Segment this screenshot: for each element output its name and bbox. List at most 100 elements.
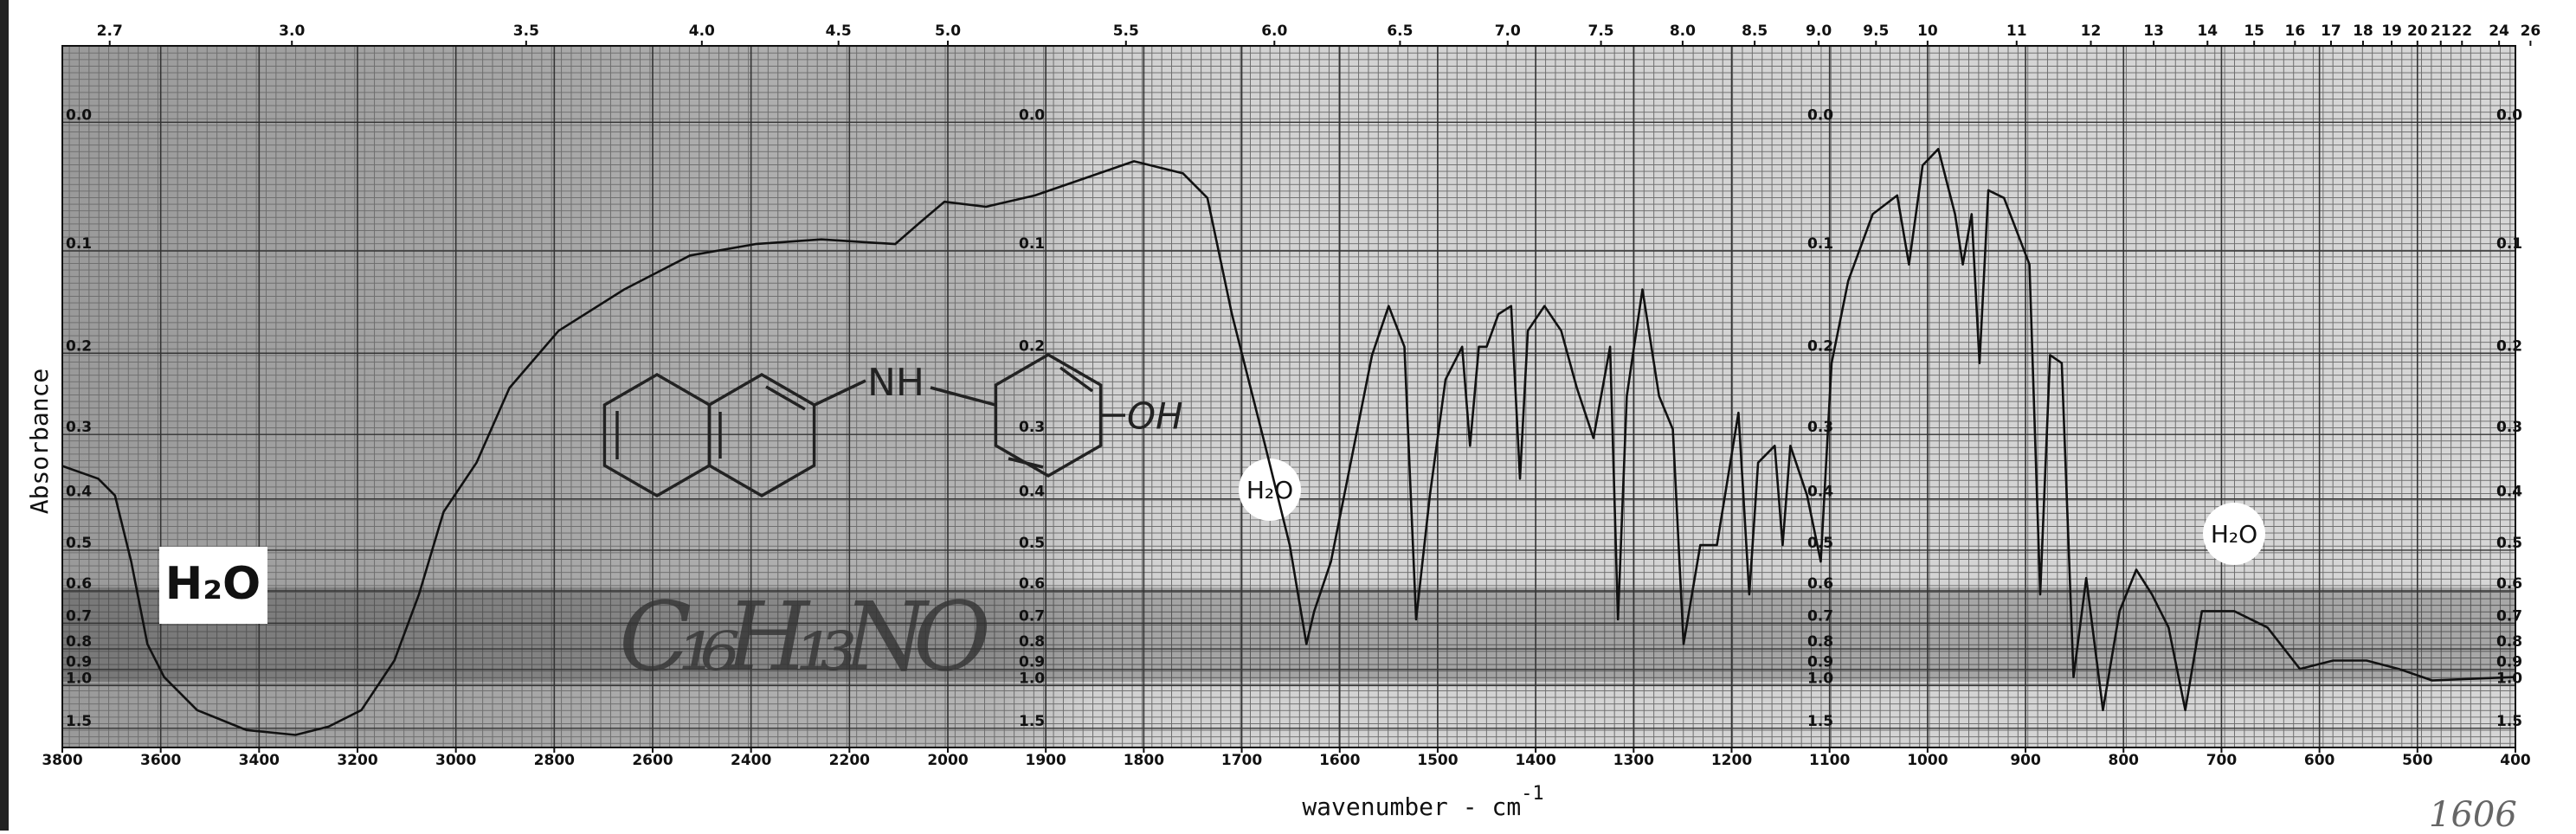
y-tick-label: 0.7 (2496, 607, 2522, 625)
y-tick-label: 0.2 (1807, 337, 1833, 355)
x2-tick-label: 12 (2081, 22, 2102, 40)
spectrum-line (61, 147, 2516, 736)
annotation: NH (867, 361, 924, 405)
x2-tick-label: 2.7 (97, 22, 123, 40)
x-tick-label: 1300 (1613, 752, 1654, 769)
y-tick-label: 0.1 (1807, 235, 1833, 253)
x-tick-label: 700 (2206, 752, 2238, 769)
y-tick-label: 0.0 (66, 106, 92, 124)
x2-tick-label: 8.5 (1742, 22, 1768, 40)
y-tick-label: 0.1 (66, 235, 92, 253)
y-tick-label: 0.3 (1019, 419, 1045, 436)
y-tick-label: 1.5 (1807, 713, 1833, 730)
y-tick-label: 0.4 (66, 484, 92, 501)
y-tick-label: 0.6 (2496, 575, 2522, 593)
x-tick-label: 1900 (1026, 752, 1066, 769)
molecule (602, 352, 1125, 498)
x2-tick-label: 5.5 (1113, 22, 1139, 40)
y-tick-label: 0.4 (1807, 484, 1833, 501)
x2-tick-label: 4.0 (689, 22, 715, 40)
x-tick-label: 1700 (1221, 752, 1262, 769)
y-tick-label: 0.4 (2496, 484, 2522, 501)
annotation: H₂O (2211, 520, 2257, 549)
annotation: H₂O (1246, 476, 1293, 504)
x-tick-label: 1800 (1124, 752, 1164, 769)
x-tick-label: 3400 (239, 752, 280, 769)
y-tick-label: 0.3 (66, 419, 92, 436)
y-tick-label: 0.4 (1019, 484, 1045, 501)
y-tick-label: 0.5 (1019, 535, 1045, 552)
x-tick-label: 1600 (1319, 752, 1360, 769)
x2-tick-label: 4.5 (826, 22, 852, 40)
x2-tick-label: 18 (2353, 22, 2373, 40)
y-tick-label: 0.1 (2496, 235, 2522, 253)
y-tick-label: 1.0 (2496, 670, 2522, 687)
x2-tick-label: 8.0 (1670, 22, 1696, 40)
fine-grid-horizontal (62, 46, 2515, 747)
x-tick-label: 3200 (337, 752, 377, 769)
y-tick-label: 0.7 (66, 607, 92, 625)
x-tick-label: 1200 (1711, 752, 1752, 769)
x2-tick-label: 17 (2321, 22, 2341, 40)
x2-tick-label: 5.0 (935, 22, 961, 40)
handwritten-note: 1606 (2429, 795, 2517, 831)
y-tick-label: 0.2 (66, 337, 92, 355)
y-tick-label: 0.8 (1019, 633, 1045, 651)
x-tick-label: 900 (2010, 752, 2041, 769)
x2-tick-label: 9.5 (1863, 22, 1889, 40)
bond (1059, 366, 1094, 393)
x2-tick-label: 16 (2284, 22, 2305, 40)
x2-tick-label: 22 (2451, 22, 2472, 40)
y-tick-label: 1.0 (1019, 670, 1045, 687)
x-tick-label: 500 (2402, 752, 2433, 769)
plot-frame (61, 45, 2516, 748)
bond (1008, 457, 1044, 469)
x-tick-label: 3600 (140, 752, 181, 769)
x2-tick-label: 21 (2431, 22, 2451, 40)
y-tick-label: 0.1 (1019, 235, 1045, 253)
x-tick-label: 1100 (1809, 752, 1850, 769)
x-tick-label: 800 (2109, 752, 2140, 769)
x2-tick-label: 19 (2381, 22, 2402, 40)
x2-tick-label: 7.5 (1588, 22, 1614, 40)
x-axis-label-superscript: -1 (1521, 783, 1544, 805)
y-tick-label: 0.7 (1807, 607, 1833, 625)
x2-tick-label: 6.0 (1261, 22, 1287, 40)
y-tick-label: 0.2 (1019, 337, 1045, 355)
y-tick-label: 0.9 (1807, 654, 1833, 671)
y-tick-label: 0.3 (2496, 419, 2522, 436)
x-tick-label: 400 (2500, 752, 2531, 769)
y-axis-label: Absorbance (25, 369, 54, 515)
x2-tick-label: 10 (1917, 22, 1938, 40)
y-tick-label: 0.0 (1019, 106, 1045, 124)
x2-tick-label: 11 (2006, 22, 2027, 40)
ring (707, 372, 816, 498)
formula: C₁₆H₁₃NO (619, 581, 991, 692)
y-tick-label: 0.0 (1807, 106, 1833, 124)
annotation-circle (1239, 459, 1301, 521)
x-tick-label: 2400 (731, 752, 771, 769)
y-tick-label: 0.6 (1807, 575, 1833, 593)
x2-tick-label: 13 (2143, 22, 2164, 40)
x-tick-label: 600 (2304, 752, 2335, 769)
y-tick-label: 0.2 (2496, 337, 2522, 355)
bond (765, 385, 806, 411)
scan-edge (0, 0, 9, 831)
y-tick-label: 0.9 (2496, 654, 2522, 671)
y-tick-label: 0.8 (2496, 633, 2522, 651)
y-tick-label: 1.5 (1019, 713, 1045, 730)
x2-tick-label: 26 (2521, 22, 2541, 40)
bond (814, 379, 866, 407)
x2-tick-label: 3.5 (513, 22, 539, 40)
y-tick-label: 0.8 (1807, 633, 1833, 651)
annotation: OH (1127, 395, 1183, 438)
y-tick-label: 0.5 (1807, 535, 1833, 552)
grid (61, 46, 2516, 747)
y-tick-label: 0.0 (2496, 106, 2522, 124)
y-tick-label: 0.7 (1019, 607, 1045, 625)
x-axis-label-text: wavenumber - cm (1302, 792, 1521, 821)
annotation: H₂O (165, 558, 261, 610)
y-tick-label: 1.5 (66, 713, 92, 730)
y-tick-label: 0.5 (66, 535, 92, 552)
